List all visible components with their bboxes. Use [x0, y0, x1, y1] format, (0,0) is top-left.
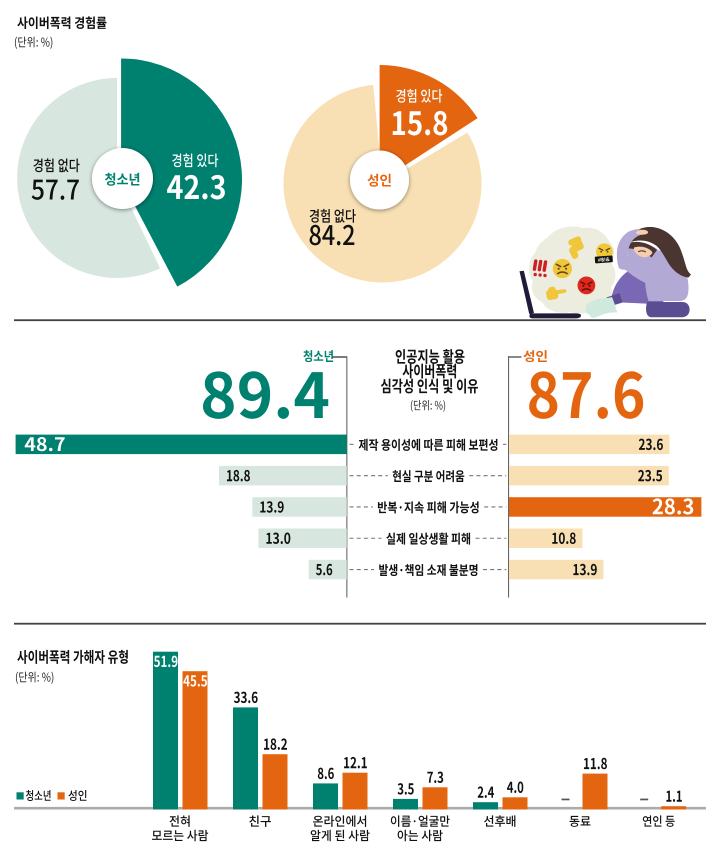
svg-text:#$!&: #$!&: [598, 257, 610, 264]
